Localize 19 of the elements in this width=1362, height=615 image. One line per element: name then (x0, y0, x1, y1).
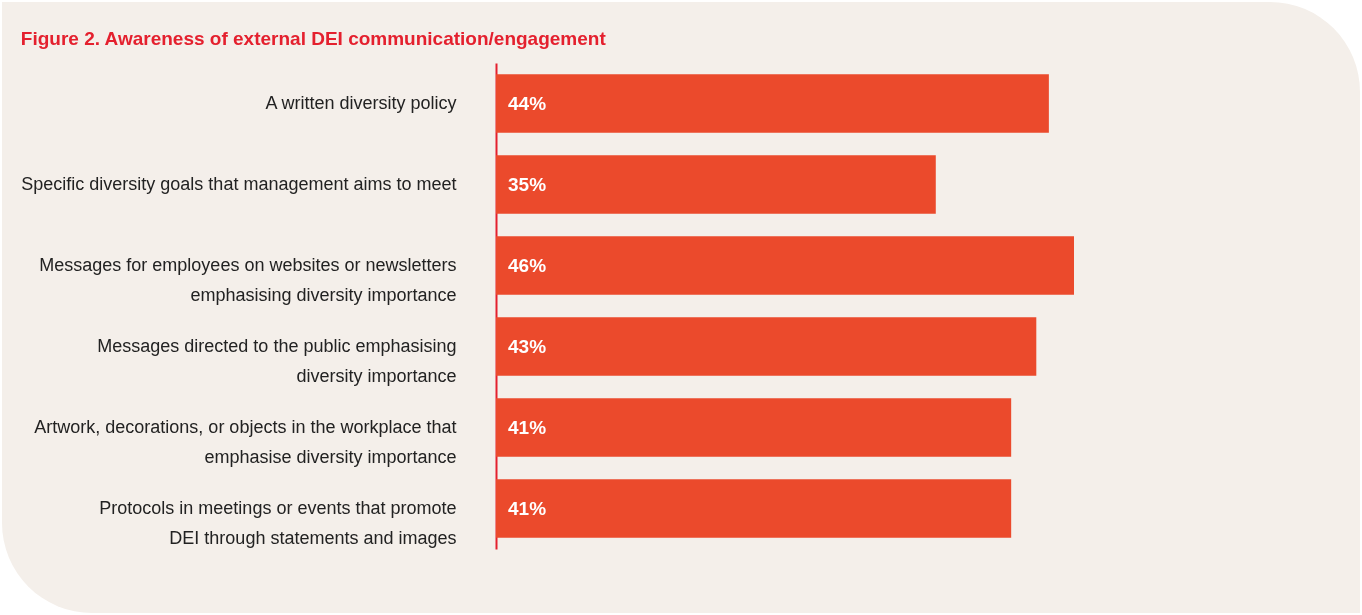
data-label: 43% (508, 335, 547, 357)
bar (496, 398, 1012, 457)
data-label: 41% (508, 416, 547, 438)
bar (496, 74, 1049, 133)
y-tick-label: Protocols in meetings or events that promote DEI through statements and images (99, 497, 457, 548)
y-tick-label: Artwork, decorations, or objects in the workplace that emphasise diversity importance (34, 416, 457, 467)
data-label: 35% (508, 173, 547, 195)
data-label: 46% (508, 254, 547, 276)
y-tick-label: Specific diversity goals that management aims to meet (21, 173, 457, 194)
bar (496, 236, 1074, 295)
y-tick-label: A written diversity policy (265, 92, 457, 113)
bar (496, 479, 1012, 538)
bar (496, 155, 936, 214)
y-tick-label: Messages for employees on websites or newsletters emphasising diversity importance (39, 254, 457, 305)
data-label: 44% (508, 92, 547, 114)
bar (496, 317, 1037, 376)
text: Figure 2. Awareness of external DEI communication/engagement (20, 28, 607, 49)
data-label: 41% (508, 497, 547, 519)
y-tick-label: Messages directed to the public emphasising diversity importance (97, 335, 457, 386)
